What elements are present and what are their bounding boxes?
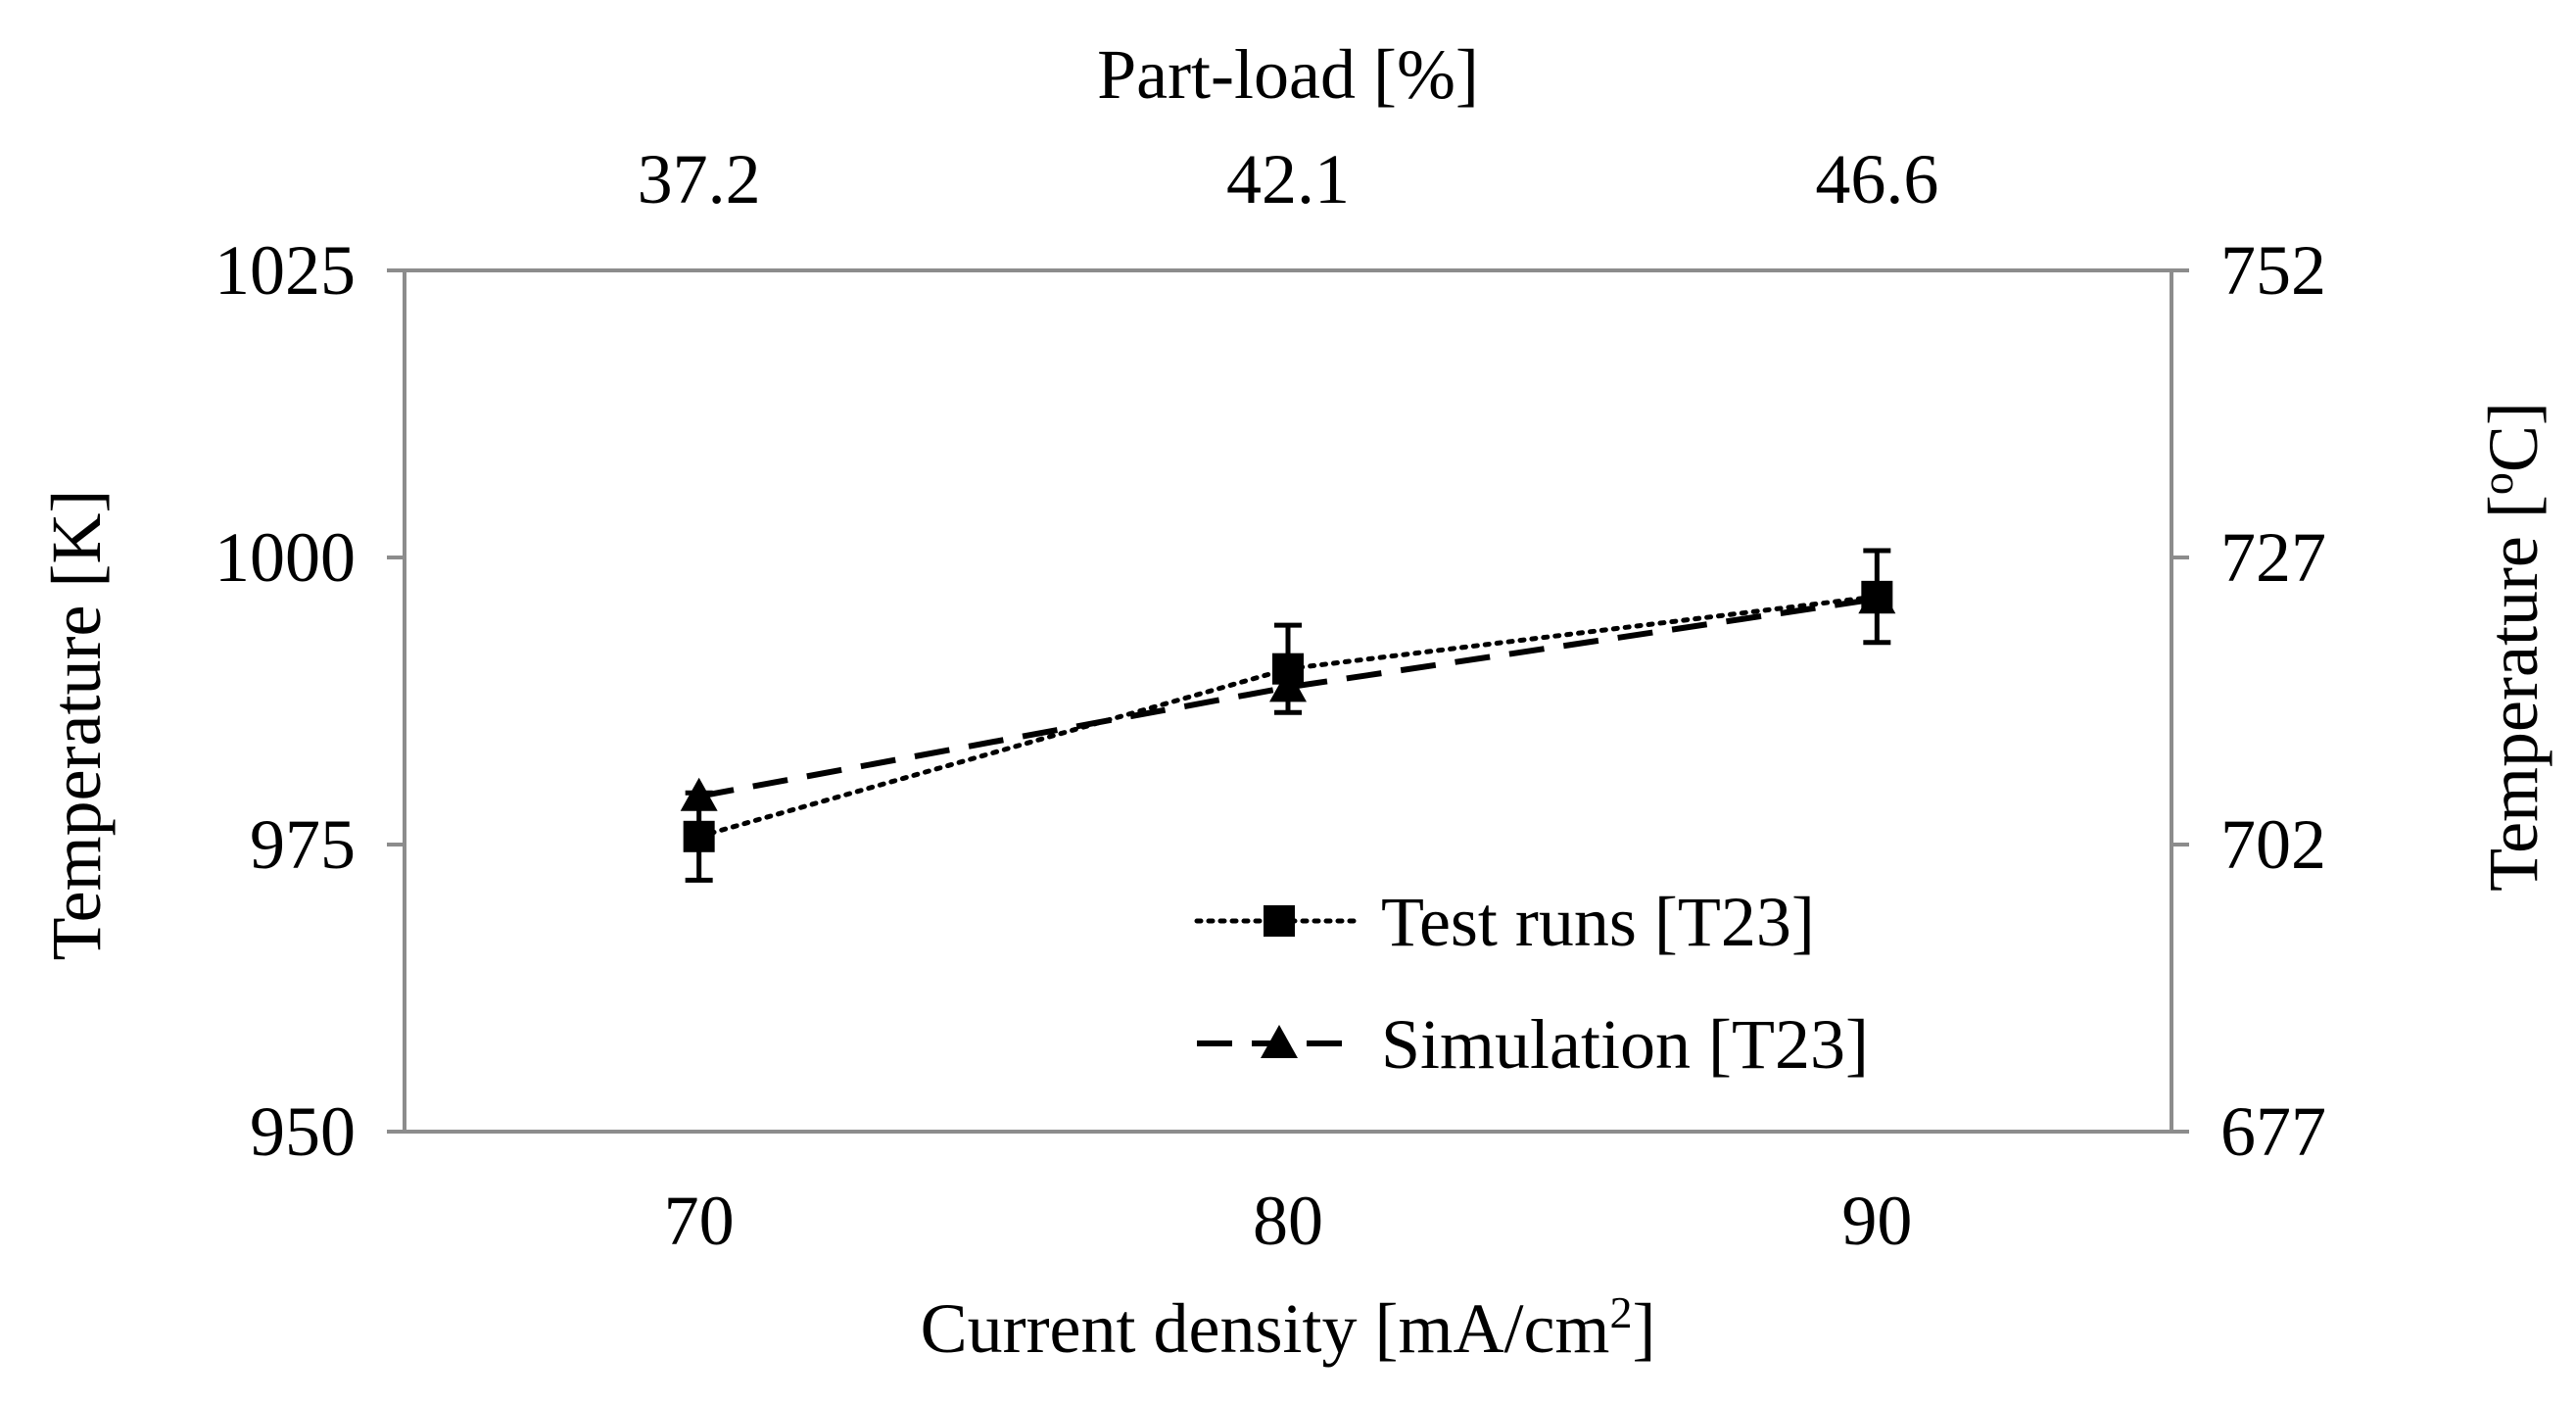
series-line-simulation (698, 596, 1878, 799)
y-tick-label: 1025 (215, 231, 356, 310)
x-axis-title-sup: 2 (1609, 1287, 1632, 1337)
plot-area (403, 268, 2173, 1134)
x-tick-label: 80 (1253, 1182, 1323, 1260)
x-tick-label: 70 (664, 1182, 735, 1260)
y-tick-label: 975 (250, 805, 356, 884)
data-point-square (683, 820, 715, 852)
top-tick-label: 46.6 (1815, 140, 1938, 218)
y2-tick-label: 677 (2220, 1092, 2326, 1171)
x-tick-label: 90 (1841, 1182, 1912, 1260)
top-axis-title: Part-load [%] (1097, 35, 1479, 114)
legend: Test runs [T23] Simulation [T23] (1194, 883, 1869, 1084)
y2-axis-title-sup: o (2472, 472, 2522, 495)
x-axis-title: Current density [mA/cm2] (921, 1287, 1656, 1369)
y2-tick-label: 702 (2220, 805, 2326, 884)
y2-axis-title-suffix: C] (2474, 402, 2552, 472)
y2-tick-label: 752 (2220, 231, 2326, 310)
top-tick-label: 37.2 (638, 140, 761, 218)
legend-marker-square (1264, 905, 1295, 937)
legend-marker-triangle (1261, 1025, 1298, 1058)
legend-label-simulation: Simulation [T23] (1381, 1005, 1869, 1084)
y2-axis-title-main: Temperature [ (2474, 495, 2552, 892)
legend-label-test-runs: Test runs [T23] (1381, 883, 1815, 961)
y2-tick-label: 727 (2220, 518, 2326, 597)
y-tick-label: 1000 (215, 518, 356, 597)
y-axis-title: Temperature [K] (37, 490, 116, 961)
x-axis-title-main: Current density [mA/cm (921, 1289, 1610, 1368)
top-tick-label: 42.1 (1226, 140, 1350, 218)
data-point-square (1272, 653, 1304, 685)
y-tick-label: 950 (250, 1092, 356, 1171)
data-point-square (1861, 580, 1893, 612)
y2-axis-title: Temperature [oC] (2472, 402, 2553, 892)
x-axis-title-suffix: ] (1632, 1289, 1655, 1368)
